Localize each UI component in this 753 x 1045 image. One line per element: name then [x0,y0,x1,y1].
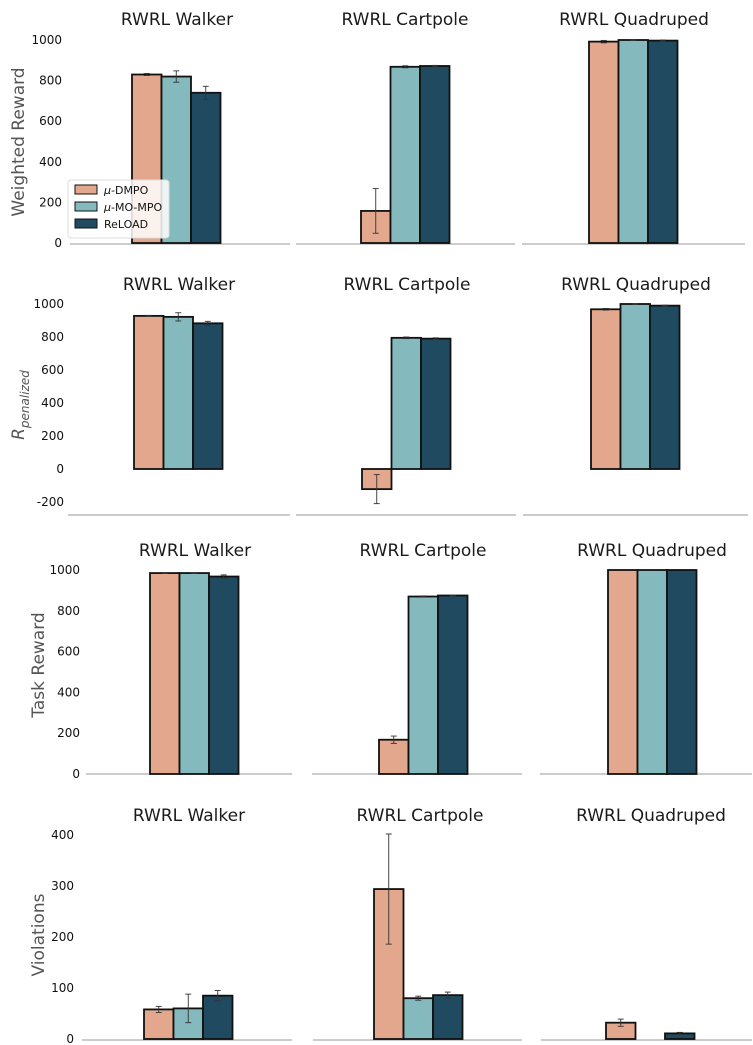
panel-title-violations-0: RWRL Walker [133,806,245,826]
bar-penalized-1-mu_mo_mpo [390,336,422,470]
bar-task-1-mu_mo_mpo [407,595,439,775]
y-tick-task: 800 [57,604,80,618]
bar-violations-0-reload [202,994,234,1040]
bar-penalized-0-mu_dmpo [133,314,165,470]
legend-label-text: ReLOAD [104,218,148,231]
y-tick-weighted: 0 [54,236,62,250]
bar-penalized-0-mu_mo_mpo [162,315,194,470]
bar-task-2-mu_mo_mpo [636,569,668,775]
y-axis-label-penalized: Rpenalized [9,370,32,440]
y-tick-task: 1000 [49,563,80,577]
bar-task-1-mu_dmpo [378,738,410,775]
y-tick-penalized: 600 [41,363,64,377]
panel-title-task-0: RWRL Walker [139,541,251,561]
y-tick-violations: 100 [51,981,74,995]
y-tick-penalized: 400 [41,396,64,410]
bar-weighted-0-reload [190,91,222,244]
panel-title-violations-1: RWRL Cartpole [357,806,484,826]
y-axis-label-main: R [9,428,29,440]
y-tick-violations: 0 [66,1032,74,1045]
bar-task-2-reload [666,569,698,775]
bar-weighted-2-mu_dmpo [588,40,620,244]
bar-penalized-2-reload [649,304,681,470]
panel-title-weighted-1: RWRL Cartpole [342,10,469,30]
y-axis-label-subscript: penalized [18,370,32,429]
panel-title-violations-2: RWRL Quadruped [576,806,726,826]
legend-label-prefix: μ [103,184,111,197]
y-tick-weighted: 1000 [31,33,62,47]
bar-task-0-reload [208,575,240,775]
panel-title-penalized-2: RWRL Quadruped [561,275,711,295]
y-tick-penalized: 1000 [33,297,64,311]
bar-violations-0-mu_dmpo [143,1008,175,1040]
panel-title-penalized-0: RWRL Walker [123,275,235,295]
y-tick-penalized: -200 [37,495,64,509]
legend-swatch-mu_dmpo [74,184,98,195]
legend-label-mu_dmpo: μ-DMPO [103,184,149,197]
legend-swatch-reload [74,218,98,229]
panel-title-weighted-0: RWRL Walker [121,10,233,30]
y-tick-weighted: 800 [39,74,62,88]
bar-violations-1-mu_mo_mpo [402,997,434,1040]
bar-violations-1-reload [432,994,464,1040]
bar-weighted-2-mu_mo_mpo [617,39,649,244]
bar-penalized-0-reload [192,322,224,470]
y-tick-task: 600 [57,645,80,659]
legend-label-text: -DMPO [111,184,149,197]
bar-weighted-1-mu_mo_mpo [389,65,421,244]
bar-task-2-mu_dmpo [607,569,639,775]
y-tick-weighted: 600 [39,114,62,128]
bar-task-0-mu_dmpo [149,572,181,775]
panel-title-penalized-1: RWRL Cartpole [344,275,471,295]
bar-penalized-2-mu_mo_mpo [619,303,651,470]
panel-title-task-2: RWRL Quadruped [577,541,727,561]
y-tick-violations: 200 [51,930,74,944]
y-tick-penalized: 800 [41,330,64,344]
panel-title-weighted-2: RWRL Quadruped [559,10,709,30]
y-tick-penalized: 0 [56,462,64,476]
bar-weighted-2-reload [647,39,679,244]
y-tick-task: 200 [57,726,80,740]
y-tick-penalized: 200 [41,429,64,443]
y-tick-weighted: 400 [39,155,62,169]
legend-label-text: -MO-MPO [111,201,163,214]
bar-penalized-2-mu_dmpo [590,308,622,470]
y-tick-task: 0 [72,767,80,781]
bar-penalized-1-reload [420,337,452,470]
y-tick-violations: 400 [51,828,74,842]
bar-task-0-mu_mo_mpo [178,572,210,775]
y-tick-weighted: 200 [39,195,62,209]
y-tick-task: 400 [57,685,80,699]
bar-task-1-reload [437,594,469,775]
panel-title-task-1: RWRL Cartpole [360,541,487,561]
bar-weighted-1-reload [419,65,451,244]
y-axis-label-violations: Violations [29,893,49,976]
legend-label-prefix: μ [103,201,111,214]
y-axis-label-task: Task Reward [29,612,49,718]
y-axis-label-weighted: Weighted Reward [9,67,29,216]
legend-label-reload: ReLOAD [104,218,148,231]
legend-swatch-mu_mo_mpo [74,201,98,212]
y-tick-violations: 300 [51,879,74,893]
legend-label-mu_mo_mpo: μ-MO-MPO [103,201,163,214]
